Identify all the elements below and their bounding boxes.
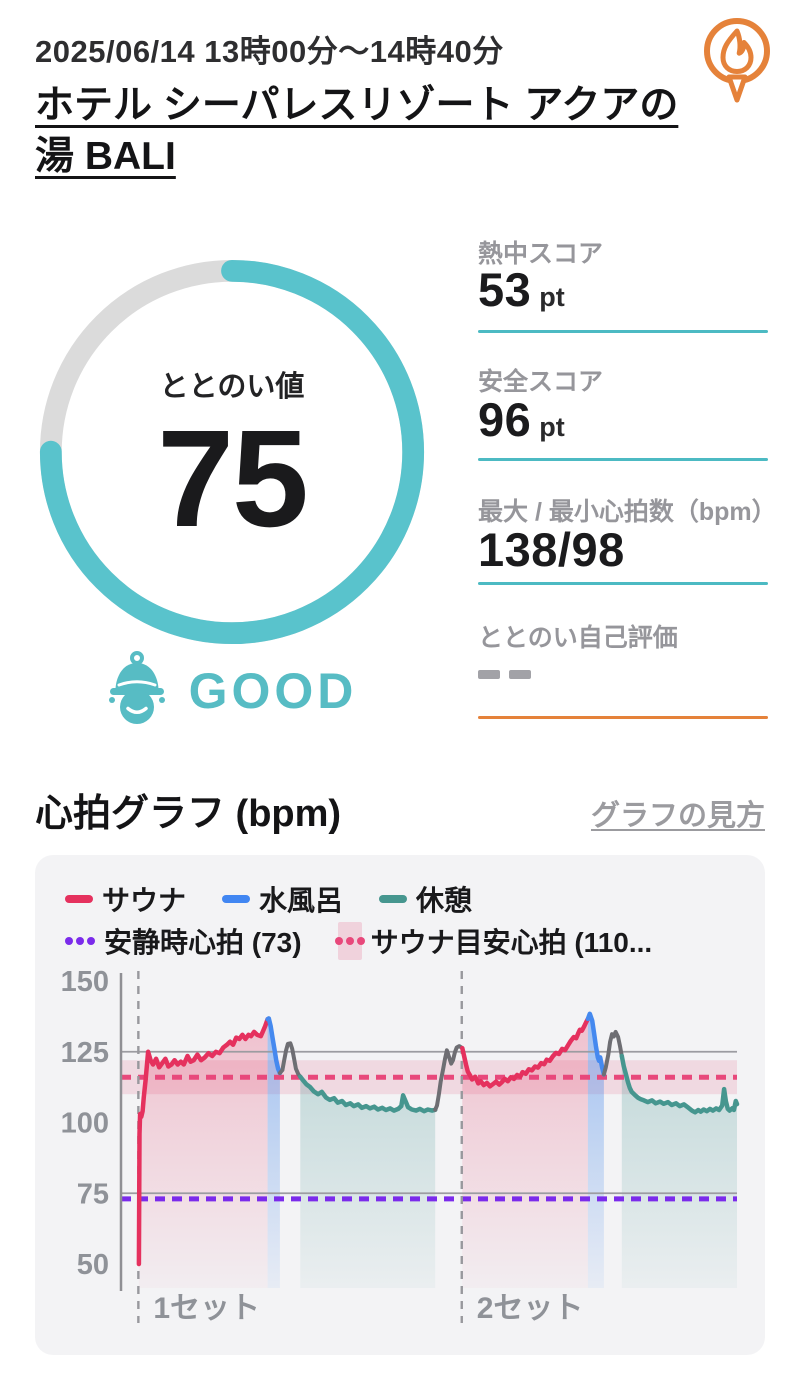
totonoi-gauge: ととのい値 75 — [34, 254, 430, 650]
chart-section-header: 心拍グラフ (bpm) グラフの見方 — [35, 782, 765, 837]
legend-swatch — [65, 937, 95, 945]
svg-text:1セット: 1セット — [153, 1292, 260, 1325]
metric-underline — [478, 458, 768, 461]
svg-text:2セット: 2セット — [477, 1292, 584, 1325]
metric-underline — [478, 716, 768, 719]
heart-rate-chart: 1セット 2セット 150 125 100 75 50 — [35, 855, 765, 1355]
metric-value: 96 pt — [478, 393, 565, 446]
totonoi-label: ととのい値 — [159, 370, 305, 403]
rating-row: GOOD — [34, 650, 430, 731]
metric-value: 53 pt — [478, 263, 565, 316]
legend-item: 水風呂 — [222, 879, 343, 919]
legend-swatch — [65, 895, 93, 903]
metric-underline — [478, 582, 768, 585]
gauge-progress-arc — [39, 259, 425, 645]
legend-label: サウナ — [102, 885, 187, 916]
legend-label: サウナ目安心拍 (110... — [370, 927, 653, 958]
legend-item: 休憩 — [379, 879, 472, 919]
svg-text:150: 150 — [61, 966, 109, 998]
legend-label: 休憩 — [416, 885, 473, 916]
flame-speech-bubble-icon[interactable] — [696, 12, 778, 108]
totonoi-value: 75 — [157, 401, 308, 556]
session-datetime: 2025/06/14 13時00分〜14時40分 — [35, 34, 504, 69]
legend-label: 水風呂 — [259, 885, 344, 916]
legend-item: サウナ目安心拍 (110... — [334, 921, 653, 961]
self-rating-empty-value — [478, 670, 531, 679]
metric-label: 熱中スコア — [478, 240, 604, 268]
heart-rate-chart-card: サウナ 水風呂 休憩安静時心拍 (73) サウナ目安心拍 (110... 1セット 2セ… — [35, 855, 765, 1355]
chart-title: 心拍グラフ (bpm) — [35, 793, 342, 835]
legend-item: 安静時心拍 (73) — [65, 921, 302, 961]
target-band-swatch — [334, 922, 365, 960]
chart-legend: サウナ 水風呂 休憩安静時心拍 (73) サウナ目安心拍 (110... — [65, 879, 652, 961]
svg-text:50: 50 — [77, 1249, 109, 1281]
metric-label: ととのい自己評価 — [478, 624, 678, 652]
legend-swatch — [222, 895, 251, 903]
metric-label: 最大 / 最小心拍数（bpm） — [478, 498, 777, 526]
facility-link[interactable]: ホテル シーパレスリゾート アクアの湯 BALI — [35, 84, 679, 179]
legend-swatch — [379, 895, 408, 903]
metric-underline — [478, 330, 768, 333]
svg-text:125: 125 — [61, 1037, 109, 1069]
metric-label: 安全スコア — [478, 368, 604, 396]
svg-text:75: 75 — [77, 1178, 109, 1210]
metric-value: 138/98 — [478, 523, 625, 576]
sauna-hat-face-icon — [107, 650, 167, 731]
legend-label: 安静時心拍 (73) — [104, 927, 302, 958]
legend-item: サウナ — [65, 879, 186, 919]
svg-text:100: 100 — [61, 1108, 109, 1140]
rating-text: GOOD — [188, 662, 358, 719]
graph-help-link[interactable]: グラフの見方 — [590, 800, 765, 832]
